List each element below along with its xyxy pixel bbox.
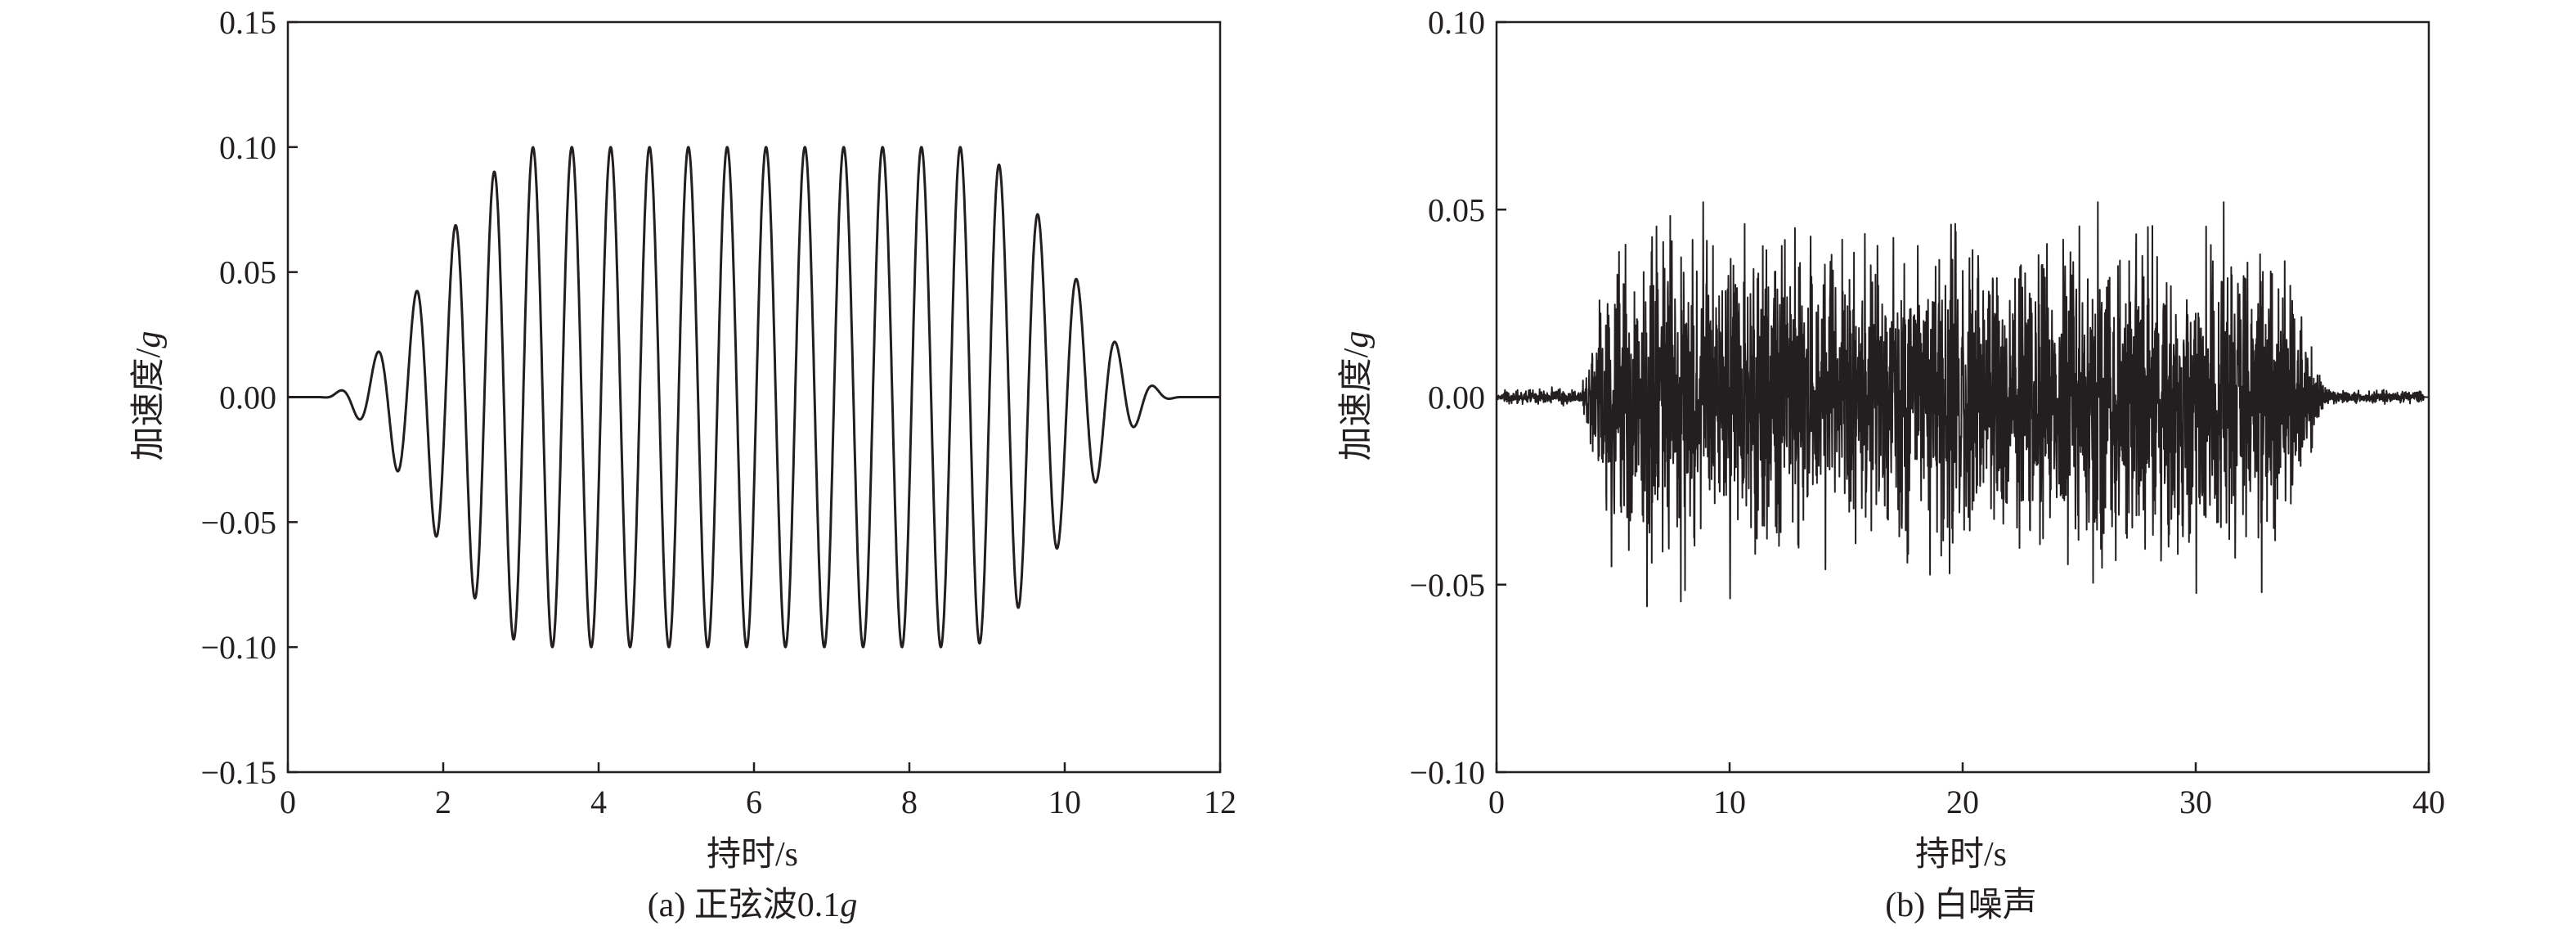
chart-a-ylabel: 加速度/g <box>130 331 168 461</box>
chart-panel-a: 加速度/g −0.15 −0.10 −0.05 0.00 0.05 0.10 0.15 0 2… <box>130 4 1236 924</box>
chart-a-x-ticks: 0 2 4 6 8 10 12 <box>280 762 1236 820</box>
chart-a-xlabel: 持时/s <box>707 836 798 874</box>
chart-b-x-ticks: 0 10 20 30 40 <box>1488 762 2445 820</box>
chart-b-series-line <box>1496 201 2430 608</box>
chart-b-xtick-label: 10 <box>1713 784 1746 820</box>
chart-b-y-ticks: −0.10 −0.05 0.00 0.05 0.10 <box>1409 4 1506 791</box>
chart-b-xlabel: 持时/s <box>1915 836 2007 874</box>
chart-b-ytick-label: 0.05 <box>1428 191 1485 228</box>
chart-a-ytick-label: 0.10 <box>219 129 276 166</box>
chart-a-xtick-label: 6 <box>746 784 762 820</box>
chart-b-xtick-label: 30 <box>2179 784 2212 820</box>
chart-b-ytick-label: 0.10 <box>1428 4 1485 41</box>
chart-a-xtick-label: 2 <box>435 784 451 820</box>
chart-b-xtick-label: 20 <box>1946 784 1979 820</box>
chart-a-series-line <box>286 146 1222 649</box>
chart-a-xtick-label: 12 <box>1204 784 1236 820</box>
chart-a-plot-frame <box>286 20 1222 774</box>
chart-a-ytick-label: 0.05 <box>219 254 276 291</box>
chart-b-caption: (b) 白噪声 <box>1885 887 2036 924</box>
chart-b-ytick-label: −0.05 <box>1409 567 1485 604</box>
chart-b-ytick-label: −0.10 <box>1409 754 1485 791</box>
chart-a-ytick-label: −0.15 <box>200 754 276 791</box>
chart-a-ytick-label: −0.10 <box>200 629 276 666</box>
chart-a-ytick-label: 0.15 <box>219 4 276 41</box>
chart-b-ytick-label: 0.00 <box>1428 380 1485 416</box>
chart-panel-b: 加速度/g −0.10 −0.05 0.00 0.05 0.10 0 10 20 30 40 持… <box>1338 4 2445 924</box>
chart-a-caption: (a) 正弦波0.1g <box>648 887 858 924</box>
chart-b-xtick-label: 40 <box>2412 784 2445 820</box>
chart-a-xtick-label: 10 <box>1048 784 1081 820</box>
chart-b-plot-frame <box>1495 20 2430 774</box>
chart-a-ytick-label: −0.05 <box>200 504 276 541</box>
chart-b-xtick-label: 0 <box>1488 784 1505 820</box>
chart-a-xtick-label: 8 <box>901 784 918 820</box>
chart-a-ytick-label: 0.00 <box>219 380 276 416</box>
chart-b-ylabel: 加速度/g <box>1338 331 1376 461</box>
chart-a-y-ticks: −0.15 −0.10 −0.05 0.00 0.05 0.10 0.15 <box>200 4 298 791</box>
chart-a-xtick-label: 0 <box>280 784 296 820</box>
chart-a-xtick-label: 4 <box>590 784 607 820</box>
